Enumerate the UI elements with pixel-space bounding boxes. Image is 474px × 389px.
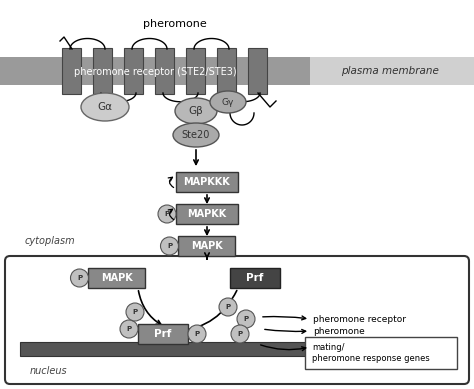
Circle shape (231, 325, 249, 343)
FancyBboxPatch shape (138, 324, 188, 344)
Text: Prf: Prf (246, 273, 264, 283)
Circle shape (126, 303, 144, 321)
Text: P: P (237, 331, 243, 337)
Circle shape (219, 298, 237, 316)
Text: pheromone: pheromone (313, 328, 365, 336)
FancyBboxPatch shape (125, 48, 144, 94)
Text: P: P (167, 243, 172, 249)
Bar (0, 57, 310, 85)
FancyBboxPatch shape (186, 48, 206, 94)
Text: pheromone receptor: pheromone receptor (313, 314, 406, 324)
Text: MAPKK: MAPKK (187, 209, 227, 219)
Circle shape (120, 320, 138, 338)
Text: P: P (164, 211, 170, 217)
Ellipse shape (175, 98, 217, 124)
Circle shape (237, 310, 255, 328)
Text: P: P (226, 304, 230, 310)
Text: Ste20: Ste20 (182, 130, 210, 140)
Text: MAPK: MAPK (191, 241, 223, 251)
FancyBboxPatch shape (230, 268, 280, 288)
Ellipse shape (210, 91, 246, 113)
Text: P: P (244, 316, 248, 322)
FancyBboxPatch shape (89, 268, 146, 288)
FancyBboxPatch shape (176, 172, 238, 192)
Circle shape (158, 205, 176, 223)
Text: P: P (77, 275, 82, 281)
Text: cytoplasm: cytoplasm (25, 236, 76, 246)
Circle shape (188, 325, 206, 343)
Text: pheromone receptor (STE2/STE3): pheromone receptor (STE2/STE3) (73, 67, 237, 77)
Text: plasma membrane: plasma membrane (341, 66, 439, 76)
FancyBboxPatch shape (179, 236, 236, 256)
FancyBboxPatch shape (155, 48, 174, 94)
Text: P: P (194, 331, 200, 337)
Circle shape (161, 237, 179, 255)
Text: Gγ: Gγ (222, 98, 234, 107)
Text: MAPKKK: MAPKKK (183, 177, 230, 187)
FancyBboxPatch shape (63, 48, 82, 94)
Ellipse shape (173, 123, 219, 147)
Text: MAPK: MAPK (101, 273, 133, 283)
FancyBboxPatch shape (218, 48, 237, 94)
Text: pheromone: pheromone (143, 19, 207, 29)
FancyBboxPatch shape (305, 337, 457, 369)
FancyBboxPatch shape (248, 48, 267, 94)
Bar (310, 57, 474, 85)
Text: Gβ: Gβ (189, 106, 203, 116)
Text: P: P (127, 326, 132, 332)
Text: Gα: Gα (98, 102, 112, 112)
FancyBboxPatch shape (176, 204, 238, 224)
Bar (20, 342, 440, 356)
FancyBboxPatch shape (5, 256, 469, 384)
Text: nucleus: nucleus (30, 366, 68, 376)
Circle shape (71, 269, 89, 287)
FancyBboxPatch shape (93, 48, 112, 94)
Ellipse shape (81, 93, 129, 121)
Text: mating/
pheromone response genes: mating/ pheromone response genes (312, 343, 430, 363)
Text: P: P (132, 309, 137, 315)
Text: Prf: Prf (155, 329, 172, 339)
